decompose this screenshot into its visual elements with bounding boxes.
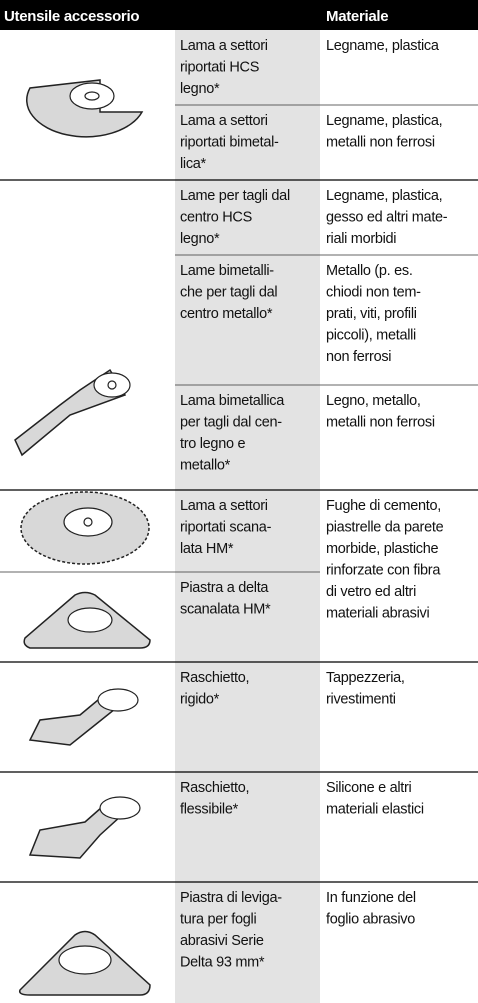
cell-line: metallo* xyxy=(180,458,231,474)
cell-line: Lame per tagli dal xyxy=(180,188,290,204)
cell-line: metalli non ferrosi xyxy=(326,135,435,151)
header-material: Materiale xyxy=(326,8,388,25)
cell-line: metalli non ferrosi xyxy=(326,415,435,431)
cell-line: Legno, metallo, xyxy=(326,393,421,409)
cell-line: tro legno e xyxy=(180,436,245,452)
cell-line: Piastra di leviga- xyxy=(180,890,282,906)
cell-line: centro metallo* xyxy=(180,306,273,322)
cell-line: riportati bimetal- xyxy=(180,135,279,151)
name-column xyxy=(175,30,320,1003)
cell-line: prati, viti, profili xyxy=(326,306,417,322)
cell-line: lata HM* xyxy=(180,541,234,557)
cell-line: piastrelle da parete xyxy=(326,520,444,536)
cell-line: rinforzate con fibra xyxy=(326,563,441,579)
cell-line: Metallo (p. es. xyxy=(326,263,413,279)
cell-line: legno* xyxy=(180,231,220,247)
cell-line: Lama a settori xyxy=(180,498,268,514)
cell-line: flessibile* xyxy=(180,802,239,818)
cell-line: Lama a settori xyxy=(180,113,268,129)
cell-line: centro HCS xyxy=(180,210,252,226)
cell-line: riportati scana- xyxy=(180,520,272,536)
cell-line: Piastra a delta xyxy=(180,580,269,596)
cell-line: gesso ed altri mate- xyxy=(326,210,448,226)
cell-line: morbide, plastiche xyxy=(326,541,439,557)
cell-line: materiali elastici xyxy=(326,802,424,818)
cell-line: di vetro ed altri xyxy=(326,584,416,600)
cell-line: Delta 93 mm* xyxy=(180,955,265,971)
cell-line: non ferrosi xyxy=(326,349,391,365)
cell-line: materiali abrasivi xyxy=(326,606,429,622)
cell-line: abrasivi Serie xyxy=(180,933,264,949)
cell-line: chiodi non tem- xyxy=(326,285,421,301)
cell-line: Tappezzeria, xyxy=(326,670,405,686)
cell-line: Legname, plastica, xyxy=(326,188,442,204)
tool-images xyxy=(14,79,151,996)
cell-line: foglio abrasivo xyxy=(326,912,415,928)
cell-line: riali morbidi xyxy=(326,231,396,247)
cell-line: Fughe di cemento, xyxy=(326,498,441,514)
header-tool: Utensile accessorio xyxy=(4,8,139,25)
cell-line: Raschietto, xyxy=(180,780,249,796)
cell-line: piccoli), metalli xyxy=(326,328,416,344)
cell-line: Lama bimetallica xyxy=(180,393,285,409)
cell-line: Lame bimetalli- xyxy=(180,263,274,279)
cell-line: scanalata HM* xyxy=(180,602,271,618)
cell-line: rigido* xyxy=(180,692,220,708)
cell-line: che per tagli dal xyxy=(180,285,277,301)
cell-line: lica* xyxy=(180,156,207,172)
header-band xyxy=(0,0,478,30)
cell-line: In funzione del xyxy=(326,890,416,906)
cell-line: Legname, plastica, xyxy=(326,113,442,129)
cell-line: Silicone e altri xyxy=(326,780,412,796)
cell-line: legno* xyxy=(180,81,220,97)
cell-line: tura per fogli xyxy=(180,912,256,928)
cell-line: riportati HCS xyxy=(180,60,259,76)
cell-line: Legname, plastica xyxy=(326,38,440,54)
cell-line: per tagli dal cen- xyxy=(180,415,282,431)
cell-line: Lama a settori xyxy=(180,38,268,54)
cell-line: rivestimenti xyxy=(326,692,396,708)
cell-line: Raschietto, xyxy=(180,670,249,686)
